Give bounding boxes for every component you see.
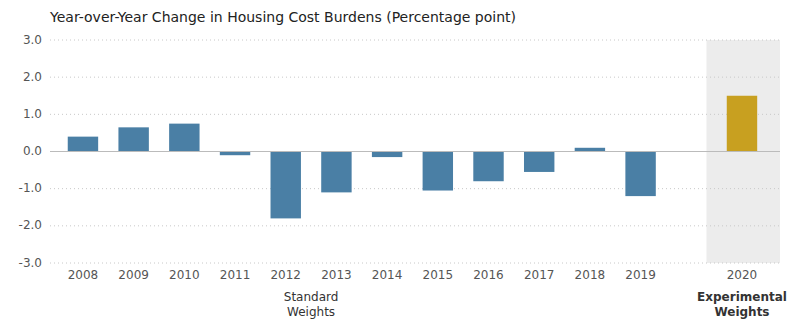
grid-line	[50, 225, 780, 226]
x-tick-label: 2010	[169, 268, 200, 282]
y-tick-label: -3.0	[19, 256, 42, 270]
bar	[271, 152, 301, 219]
grid-line	[50, 77, 780, 78]
bar	[118, 127, 148, 151]
x-tick-label: 2013	[321, 268, 352, 282]
y-tick-label: 2.0	[23, 70, 42, 84]
chart: -3.0 -2.0 -1.0 0.0 1.0 2.0 3.0 2008 2009 2010 2011…	[0, 0, 800, 335]
bar	[727, 96, 757, 152]
x-tick-label: 2011	[220, 268, 251, 282]
bar	[625, 152, 655, 197]
x-tick-label: 2020	[727, 268, 758, 282]
bar	[169, 124, 199, 152]
bar	[372, 152, 402, 158]
x-tick-label: 2012	[270, 268, 301, 282]
annotation: StandardWeights	[284, 290, 339, 319]
grid-line	[50, 188, 780, 189]
x-tick-label: 2014	[372, 268, 403, 282]
y-tick-label: -2.0	[19, 218, 42, 232]
y-tick-label: 1.0	[23, 107, 42, 121]
bar	[220, 152, 250, 156]
x-tick-label: 2019	[625, 268, 656, 282]
bar	[423, 152, 453, 191]
zero-line	[50, 151, 780, 152]
y-tick-label: 0.0	[23, 144, 42, 158]
title: Year-over-Year Change in Housing Cost Bu…	[49, 9, 516, 25]
bar	[524, 152, 554, 172]
x-tick-label: 2008	[68, 268, 99, 282]
bar	[321, 152, 351, 193]
x-tick-label: 2009	[118, 268, 149, 282]
bars	[68, 96, 757, 219]
bar	[575, 148, 605, 152]
bar	[68, 137, 98, 152]
bar	[473, 152, 503, 182]
annotation: ExperimentalWeights	[697, 290, 787, 319]
x-tick-label: 2016	[473, 268, 504, 282]
x-tick-label: 2017	[524, 268, 555, 282]
x-tick-label: 2018	[575, 268, 606, 282]
grid-line	[50, 151, 780, 152]
y-tick-label: 3.0	[23, 33, 42, 47]
y-tick-label: -1.0	[19, 181, 42, 195]
grid-line	[50, 263, 780, 264]
x-tick-label: 2015	[423, 268, 454, 282]
grid-line	[50, 40, 780, 41]
grid-line	[50, 114, 780, 115]
